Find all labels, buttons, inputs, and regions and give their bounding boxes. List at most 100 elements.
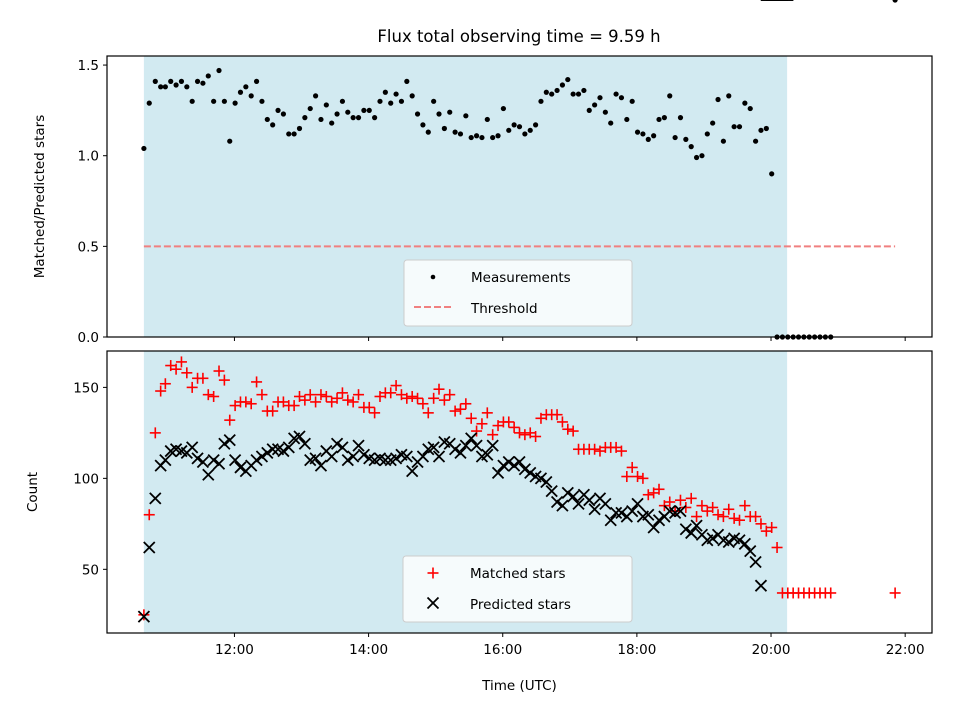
measurement-points: [141, 0, 898, 340]
measurement-point: [307, 105, 313, 112]
predicted-star-point: [212, 457, 226, 470]
predicted-stars-legend-label: Predicted stars: [470, 597, 571, 613]
measurement-point: [538, 98, 544, 104]
measurement-point: [516, 124, 523, 130]
predicted-star-point: [507, 459, 521, 472]
predicted-star-point: [631, 497, 644, 510]
predicted-star-point: [615, 506, 628, 520]
predicted-star-point: [652, 514, 666, 527]
measurement-point: [291, 131, 297, 137]
measurement-point: [575, 91, 582, 97]
predicted-star-point: [583, 494, 596, 507]
top-legend: Measurements Threshold: [403, 259, 633, 327]
top-y-ticks: 0.0 0.5 1.0 1.5: [78, 58, 107, 346]
predicted-star-point: [341, 454, 354, 467]
predicted-star-point: [137, 610, 151, 623]
measurement-point: [624, 116, 630, 123]
measurement-point: [720, 138, 727, 144]
measurement-point: [651, 133, 657, 139]
predicted-star-point: [459, 439, 472, 452]
x-tick-label: 18:00: [617, 642, 656, 658]
measurement-point: [189, 98, 195, 104]
measurement-point: [661, 115, 667, 121]
predicted-star-point: [604, 514, 617, 527]
bottom-x-ticks: 12:00 14:00 16:00 18:00 20:00 22:00: [215, 633, 925, 658]
predicted-star-point: [416, 450, 430, 463]
measurement-point: [334, 111, 340, 117]
predicted-star-point: [626, 504, 639, 518]
measurement-point: [592, 102, 598, 108]
measurement-point: [565, 76, 571, 83]
measurement-point: [275, 107, 281, 113]
x-tick-label: 22:00: [886, 642, 925, 658]
predicted-star-point: [395, 448, 408, 461]
measurement-point: [586, 107, 592, 113]
measurement-point: [527, 127, 533, 133]
predicted-star-point: [529, 470, 542, 483]
predicted-star-point: [330, 437, 344, 450]
measurement-point: [506, 127, 512, 133]
measurement-point: [162, 84, 168, 90]
measurement-point: [441, 125, 447, 132]
measurement-point: [178, 78, 185, 84]
measurement-point: [323, 102, 329, 108]
measurement-point: [152, 78, 158, 84]
measurement-point: [329, 120, 335, 126]
measurement-point: [634, 129, 641, 135]
measurement-point: [211, 98, 217, 104]
predicted-star-point: [567, 490, 580, 503]
predicted-star-point: [524, 466, 537, 480]
x-axis-label: Time (UTC): [481, 678, 557, 694]
measurement-point: [318, 116, 324, 123]
measurement-point: [758, 127, 764, 133]
measurement-point: [168, 78, 174, 84]
predicted-star-point: [314, 459, 328, 472]
x-tick-label: 14:00: [349, 642, 388, 658]
measurement-point: [286, 131, 292, 137]
measurement-point: [345, 109, 351, 115]
measurement-point: [645, 136, 651, 142]
measurement-point: [141, 145, 147, 152]
predicted-star-point: [438, 435, 451, 449]
predicted-star-point: [169, 443, 183, 456]
measurement-point: [677, 115, 684, 121]
predicted-star-point: [738, 537, 752, 550]
matched-stars-legend-label: Matched stars: [470, 566, 566, 582]
measurement-point: [484, 116, 490, 123]
predicted-star-point: [754, 579, 768, 592]
bottom-panel-frame: [106, 350, 933, 634]
bottom-legend: Matched stars Predicted stars: [402, 555, 633, 623]
measurement-point: [554, 87, 560, 94]
predicted-star-point: [550, 495, 564, 509]
matched-stars-legend-marker: [427, 567, 439, 579]
predicted-star-point: [642, 508, 655, 521]
top-legend-box: [403, 259, 633, 327]
measurement-point: [372, 115, 378, 121]
measurement-point: [253, 78, 260, 84]
measurement-point: [463, 113, 469, 119]
predicted-star-point: [373, 452, 387, 465]
measurement-point: [425, 129, 431, 135]
y-tick-label: 0.0: [78, 330, 99, 346]
measurement-point: [184, 84, 190, 90]
measurement-point: [350, 115, 356, 121]
predicted-star-point: [379, 454, 392, 467]
predicted-star-point: [690, 519, 703, 532]
measurement-point: [409, 93, 415, 99]
predicted-star-point: [400, 450, 413, 463]
predicted-star-point: [336, 441, 349, 454]
predicted-star-point: [143, 541, 156, 554]
measurement-point: [763, 125, 769, 132]
predicted-star-point: [513, 455, 526, 469]
measurements-legend-label: Measurements: [471, 270, 571, 286]
predicted-star-point: [218, 437, 231, 450]
measurement-point: [377, 98, 383, 104]
top-panel-frame: [106, 55, 933, 338]
measurement-point: [532, 122, 539, 128]
measurement-point: [500, 105, 507, 112]
measurements-legend-marker: [430, 274, 436, 280]
measurement-point: [656, 116, 662, 123]
chart-title: Flux total observing time = 9.59 h: [377, 27, 660, 46]
threshold-legend-label: Threshold: [470, 301, 538, 317]
